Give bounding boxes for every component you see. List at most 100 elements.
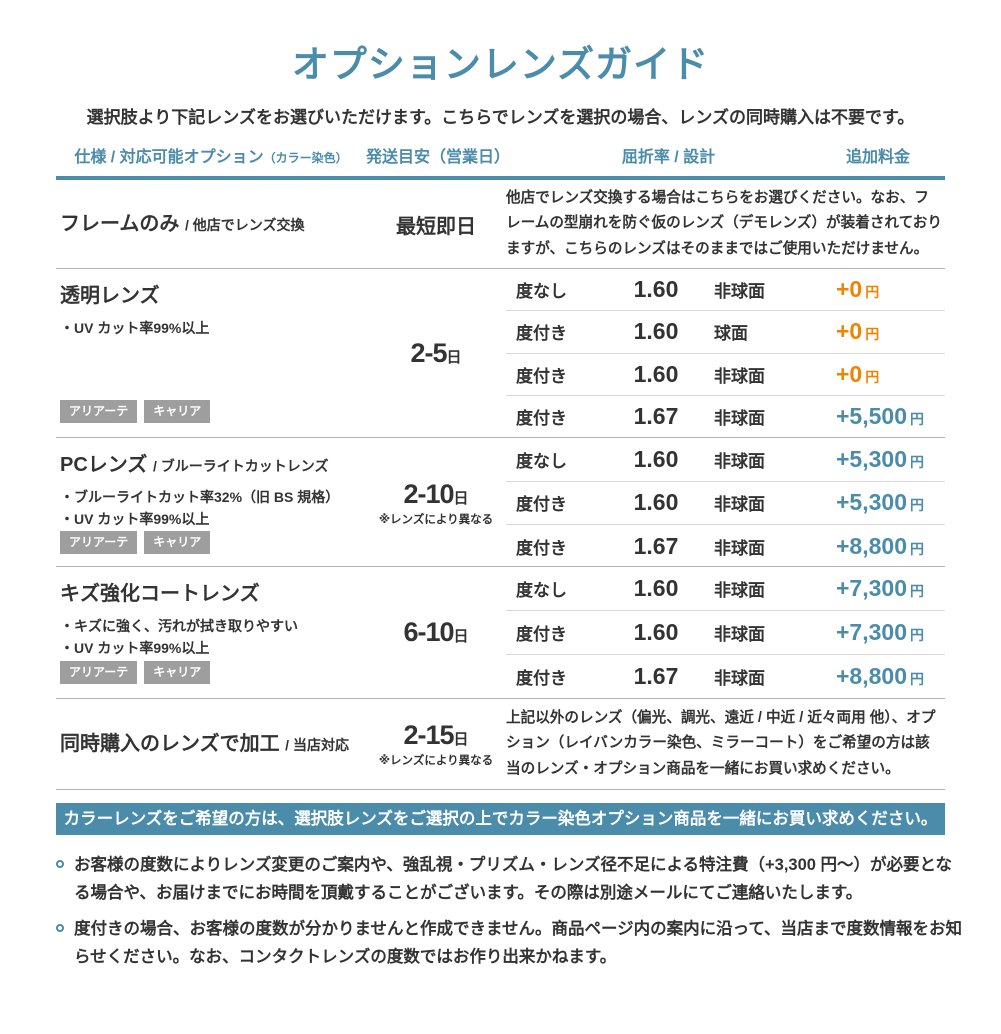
shipping-estimate: 2-5日 [410, 338, 461, 369]
lens-feature: ・キズに強く、汚れが拭き取りやすい [60, 618, 298, 634]
lens-design: 非球面 [714, 625, 765, 644]
spec-cell: キズ強化コートレンズ ・キズに強く、汚れが拭き取りやすい ・UV カット率99%… [56, 567, 366, 698]
shipping-days: 6-10 [403, 617, 454, 647]
page-subtitle: 選択肢より下記レンズをお選びいただけます。こちらでレンズを選択の場合、レンズの同… [86, 108, 915, 127]
lens-design: 非球面 [714, 581, 765, 600]
page-title: オプションレンズガイド [291, 44, 710, 85]
price-unit: 円 [910, 453, 924, 470]
shipping-days: 2-15 [403, 720, 454, 750]
lens-name-main: フレームのみ [60, 213, 180, 235]
refractive-index: 1.60 [633, 276, 679, 303]
badge-career: キャリア [144, 661, 211, 684]
price-amount: +0 [836, 276, 863, 303]
lens-option-row: 度付き 1.67 非球面 +8,800 円 [506, 654, 945, 698]
circle-bullet-icon [56, 860, 64, 868]
guide-table: 仕様 / 対応可能オプション（カラー染色） 発送目安（営業日） 屈折率 / 設計… [56, 142, 945, 790]
color-option-badges: アリアーテ キャリア [60, 400, 366, 423]
refractive-index: 1.60 [633, 318, 679, 345]
shipping-cell: 2-5日 [366, 269, 506, 437]
price-unit: 円 [910, 497, 924, 514]
additional-price: +0 円 [821, 361, 945, 388]
price-unit: 円 [910, 583, 924, 599]
color-lens-banner: カラーレンズをご希望の方は、選択肢レンズをご選択の上でカラー染色オプション商品を… [56, 803, 945, 835]
refractive-index: 1.60 [633, 489, 679, 516]
shipping-cell: 最短即日 [366, 180, 506, 268]
lens-design: 非球面 [714, 495, 765, 515]
color-option-badges: アリアーテ キャリア [60, 661, 366, 684]
refractive-index: 1.67 [633, 402, 679, 429]
additional-price: +0 円 [821, 318, 945, 345]
badge-ariate: アリアーテ [60, 400, 138, 423]
additional-price: +8,800 円 [821, 663, 945, 690]
lens-features: ・ブルーライトカット率32%（旧 BS 規格） ・UV カット率99%以上 [60, 486, 366, 531]
lens-option-row: 度付き 1.67 非球面 +5,500 円 [506, 394, 945, 437]
note-item: お客様の度数によりレンズ変更のご案内や、強乱視・プリズム・レンズ径不足による特注… [56, 851, 965, 907]
badge-ariate: アリアーテ [60, 530, 138, 554]
spec-cell: PCレンズ / ブルーライトカットレンズ ・ブルーライトカット率32%（旧 BS… [56, 438, 366, 568]
price-unit: 円 [910, 410, 924, 427]
lens-name-sub: / 他店でレンズ交換 [184, 217, 305, 233]
lens-name-main: キズ強化コートレンズ [60, 583, 260, 605]
note-text: お客様の度数によりレンズ変更のご案内や、強乱視・プリズム・レンズ径不足による特注… [74, 856, 953, 903]
shipping-unit: 日 [446, 348, 462, 366]
shipping-note: ※レンズにより異なる [378, 755, 494, 767]
shipping-days: 2-5 [410, 337, 447, 368]
spec-cell: 透明レンズ ・UV カット率99%以上 アリアーテ キャリア [56, 269, 366, 437]
note-item: 度付きの場合、お客様の度数が分かりませんと作成できません。商品ページ内の案内に沿… [56, 915, 965, 971]
prescription-type: 度付き [516, 538, 567, 558]
header-spec-label: 仕様 / 対応可能オプション [74, 149, 264, 166]
price-unit: 円 [910, 671, 924, 687]
footer-notes: お客様の度数によりレンズ変更のご案内や、強乱視・プリズム・レンズ径不足による特注… [56, 851, 965, 971]
additional-price: +5,300 円 [821, 489, 945, 516]
table-row-scratch-coat-lens: キズ強化コートレンズ ・キズに強く、汚れが拭き取りやすい ・UV カット率99%… [56, 567, 945, 699]
lens-option-row: 度付き 1.60 非球面 +5,300 円 [506, 480, 945, 525]
lens-options: 度なし 1.60 非球面 +0 円 度付き 1.60 球面 +0 円 度付き 1.6… [506, 269, 945, 437]
badge-ariate: アリアーテ [60, 661, 138, 684]
prescription-type: 度付き [516, 366, 567, 386]
lens-feature: ・ブルーライトカット率32%（旧 BS 規格） [60, 489, 340, 505]
price-amount: +5,300 [836, 489, 907, 516]
shipping-days: 2-10 [403, 478, 454, 509]
additional-price: +8,800 円 [821, 533, 945, 560]
additional-price: +0 円 [821, 276, 945, 303]
option-lens-guide-page: オプションレンズガイド 選択肢より下記レンズをお選びいただけます。こちらでレンズ… [0, 34, 1001, 971]
price-unit: 円 [865, 368, 880, 385]
shipping-note: ※レンズにより異なる [378, 513, 494, 526]
price-amount: +5,500 [836, 402, 907, 429]
table-row-simultaneous-purchase: 同時購入のレンズで加工 / 当店対応 2-15日 ※レンズにより異なる 上記以外… [56, 699, 945, 790]
lens-option-row: 度なし 1.60 非球面 +7,300 円 [506, 567, 945, 610]
shipping-unit: 日 [453, 731, 469, 748]
price-amount: +0 [836, 360, 863, 387]
shipping-estimate: 最短即日 [396, 215, 476, 238]
refractive-index: 1.67 [633, 532, 679, 559]
lens-design: 非球面 [714, 282, 765, 302]
lens-design: 球面 [714, 324, 748, 344]
lens-feature: ・UV カット率99%以上 [60, 511, 210, 528]
price-amount: +8,800 [836, 663, 907, 689]
lens-design: 非球面 [714, 408, 765, 428]
badge-career: キャリア [144, 400, 211, 423]
prescription-type: 度付き [516, 408, 567, 428]
lens-design: 非球面 [714, 451, 765, 471]
lens-feature: ・UV カット率99%以上 [60, 640, 210, 657]
lens-features: ・キズに強く、汚れが拭き取りやすい ・UV カット率99%以上 [60, 615, 366, 660]
table-row-clear-lens: 透明レンズ ・UV カット率99%以上 アリアーテ キャリア 2-5日 度なし … [56, 269, 945, 438]
table-row-pc-lens: PCレンズ / ブルーライトカットレンズ ・ブルーライトカット率32%（旧 BS… [56, 438, 945, 567]
lens-name: キズ強化コートレンズ [60, 582, 366, 606]
lens-name: フレームのみ / 他店でレンズ交換 [60, 212, 366, 236]
lens-name: PCレンズ / ブルーライトカットレンズ [60, 453, 366, 477]
shipping-estimate: 6-10日 [403, 617, 468, 648]
lens-design: 非球面 [714, 538, 765, 558]
shipping-cell: 2-15日 ※レンズにより異なる [366, 699, 506, 789]
lens-option-row: 度付き 1.60 球面 +0 円 [506, 310, 945, 352]
lens-feature: ・UV カット率99%以上 [60, 320, 210, 336]
header-right-group: 屈折率 / 設計 追加料金 [506, 143, 945, 167]
shipping-cell: 2-10日 ※レンズにより異なる [366, 438, 506, 568]
refractive-index: 1.60 [633, 575, 679, 601]
refractive-index: 1.67 [633, 663, 679, 689]
spec-cell: フレームのみ / 他店でレンズ交換 [56, 180, 366, 268]
prescription-type: 度なし [516, 581, 567, 600]
header-spec: 仕様 / 対応可能オプション（カラー染色） [56, 143, 366, 167]
lens-design: 非球面 [714, 669, 765, 688]
lens-name-sub: / ブルーライトカットレンズ [152, 458, 329, 474]
